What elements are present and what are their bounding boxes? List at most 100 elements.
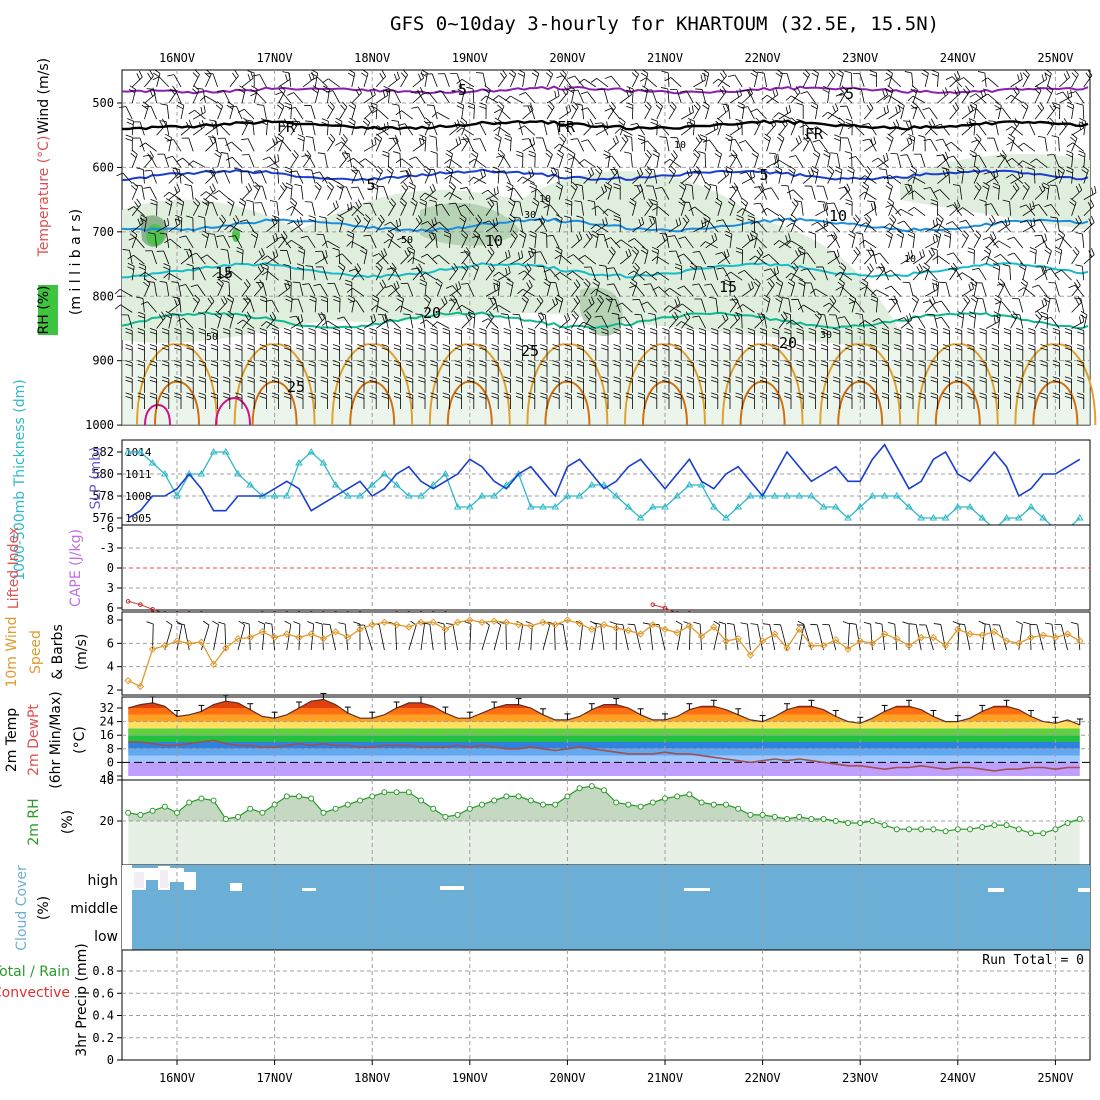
wind-barb xyxy=(903,220,914,233)
wind-barb xyxy=(571,106,579,120)
wind-barb-feather xyxy=(443,234,451,238)
wind-barb-feather xyxy=(261,262,269,267)
wind-barb-feather xyxy=(247,73,251,81)
wind-barb-feather xyxy=(895,208,901,215)
wind-barb-feather xyxy=(861,281,868,287)
wind-barb-feather xyxy=(245,185,250,193)
wind-barb-feather xyxy=(757,168,765,171)
wind-barb-feather xyxy=(433,221,440,226)
wind-barb-feather xyxy=(627,623,635,626)
wind-barb-feather xyxy=(728,154,736,157)
wind-barb-feather xyxy=(503,347,511,351)
wind-barb-feather xyxy=(699,134,707,138)
wind-barb-feather xyxy=(164,238,171,244)
wind-barb xyxy=(193,111,206,120)
wind-barb-feather xyxy=(820,392,828,396)
wind-barb-feather xyxy=(375,265,382,271)
wind-barb xyxy=(888,186,893,200)
wind-barb-feather xyxy=(162,376,169,380)
wind-barb-feather xyxy=(348,69,356,74)
wind-barb-feather xyxy=(833,379,840,383)
wind-barb-feather xyxy=(881,331,889,335)
wind-barb-feather xyxy=(897,220,905,225)
wind-barb-feather xyxy=(219,217,224,224)
wind-barb xyxy=(863,207,877,217)
contour-freezing xyxy=(121,119,1089,131)
wind-barb xyxy=(327,320,340,329)
wind-barb-feather xyxy=(594,122,602,125)
wind-barb-feather xyxy=(291,197,298,204)
wind-barb-feather xyxy=(721,85,727,93)
wind-barb-feather xyxy=(325,249,328,257)
wind-barb xyxy=(510,73,517,88)
wind-barb-feather xyxy=(967,331,975,335)
wind-barb-feather xyxy=(749,171,752,179)
wind-barb xyxy=(985,175,999,184)
wind-barb xyxy=(790,272,804,281)
thickness-point xyxy=(575,492,584,499)
wind-barb-feather xyxy=(284,379,291,383)
wind-barb-feather xyxy=(722,69,727,77)
wind-barb-feather xyxy=(904,183,912,187)
wind-barb-feather xyxy=(571,104,577,111)
wind-barb xyxy=(394,624,397,651)
wind-barb-feather xyxy=(304,201,312,203)
wind-barb xyxy=(219,124,231,136)
wind-barb xyxy=(815,105,819,120)
wind-barb xyxy=(1034,189,1046,200)
wind-barb-feather xyxy=(967,363,975,367)
wind-barb-feather xyxy=(992,266,1000,271)
wind-barb-feather xyxy=(1056,91,1064,95)
rh-contour-label: 10 xyxy=(904,254,916,265)
ylabel-millibars: (m i l l i b a r s) xyxy=(68,209,84,315)
wind-barb-feather xyxy=(836,72,843,78)
wind-barb xyxy=(510,185,514,200)
wind-barb-feather xyxy=(1046,88,1052,94)
wind-barb-feather xyxy=(976,182,982,188)
wind-barb-feather xyxy=(613,379,621,383)
wind-barb-feather xyxy=(786,222,793,228)
wind-barb-feather xyxy=(529,234,537,238)
wind-barb-feather xyxy=(581,139,589,143)
wind-barb-feather xyxy=(918,331,926,335)
wind-barb-feather xyxy=(625,347,633,351)
wind-barb-feather xyxy=(740,201,747,207)
wind-barb xyxy=(945,282,950,297)
wind-barb-feather xyxy=(662,328,670,331)
wind-barb-feather xyxy=(223,363,230,367)
wind-barb-feather xyxy=(700,241,706,247)
wind-barb-feather xyxy=(866,104,872,112)
wind-barb-feather xyxy=(332,328,340,331)
wind-barb-feather xyxy=(812,69,819,74)
wind-barb xyxy=(356,300,365,313)
wind-barb xyxy=(1082,233,1085,248)
wind-barb xyxy=(377,125,389,136)
wind-barb-feather xyxy=(601,376,609,380)
wind-barb-feather xyxy=(783,312,791,315)
wind-barb xyxy=(607,141,619,152)
wind-barb xyxy=(890,269,902,281)
wind-barb xyxy=(850,72,853,87)
wind-barb xyxy=(669,158,682,168)
wind-barb xyxy=(863,143,876,152)
wind-barb-feather xyxy=(1017,74,1020,82)
wind-barb xyxy=(990,171,999,184)
wind-barb xyxy=(217,105,224,120)
wind-barb xyxy=(790,267,799,281)
wind-barb-feather xyxy=(458,136,462,144)
thickness-point xyxy=(563,492,572,499)
wind-barb xyxy=(957,624,960,651)
wind-barb-feather xyxy=(247,347,255,351)
wind-barb-feather xyxy=(932,236,935,244)
wind-barb-feather xyxy=(349,300,357,303)
wind-barb-feather xyxy=(637,376,645,380)
wind-barb xyxy=(982,298,987,313)
wind-barb-feather xyxy=(1027,167,1035,170)
wind-barb xyxy=(296,315,304,329)
wind-barb xyxy=(676,89,682,104)
wind-barb-feather xyxy=(150,198,158,203)
wind-barb xyxy=(587,139,597,152)
wind-barb xyxy=(715,298,719,313)
wind-barb-feather xyxy=(296,363,304,367)
wind-barb-feather xyxy=(308,395,316,399)
